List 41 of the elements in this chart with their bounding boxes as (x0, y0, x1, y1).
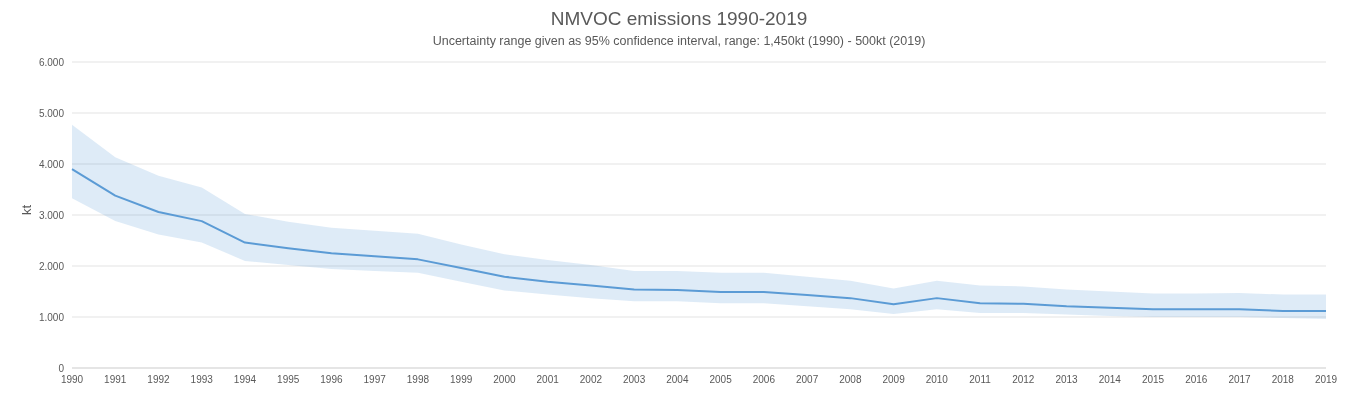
chart-title: NMVOC emissions 1990-2019 (549, 8, 809, 30)
x-tick-label: 1997 (363, 374, 387, 386)
x-tick-label: 1994 (233, 374, 257, 386)
x-tick-label: 2003 (623, 374, 646, 386)
x-tick-label: 2006 (752, 374, 776, 386)
x-tick-label: 2014 (1098, 374, 1122, 386)
x-tick-label: 1999 (450, 374, 473, 386)
x-tick-label: 2016 (1185, 374, 1208, 386)
x-tick-label: 1991 (104, 374, 127, 386)
x-tick-label: 2005 (709, 374, 733, 386)
x-tick-label: 2001 (536, 374, 560, 386)
x-tick-label: 1996 (320, 374, 344, 386)
y-tick-label: 6.000 (38, 56, 65, 68)
x-tick-label: 2015 (1141, 374, 1165, 386)
x-tick-label: 1992 (147, 374, 171, 386)
x-tick-label: 2007 (795, 374, 819, 386)
x-tick-label: 2004 (666, 374, 689, 386)
y-tick-label: 4.000 (38, 158, 65, 170)
x-tick-label: 2008 (839, 374, 862, 386)
x-tick-label: 1990 (60, 374, 84, 386)
y-tick-label: 5.000 (38, 107, 65, 119)
x-tick-label: 2010 (925, 374, 949, 386)
x-tick-label: 1998 (406, 374, 430, 386)
x-tick-label: 2000 (493, 374, 516, 386)
y-tick-label: 0 (58, 362, 65, 374)
x-tick-label: 2017 (1228, 374, 1252, 386)
x-tick-label: 2013 (1055, 374, 1079, 386)
x-tick-label: 2002 (579, 374, 603, 386)
x-tick-label: 2009 (882, 374, 906, 386)
x-tick-label: 2018 (1271, 374, 1295, 386)
y-tick-label: 1.000 (38, 311, 65, 323)
y-axis-title: kt (18, 204, 34, 215)
x-tick-label: 1993 (190, 374, 214, 386)
y-tick-label: 3.000 (38, 209, 65, 221)
line-series (71, 168, 1327, 312)
chart-subtitle: Uncertainty range given as 95% confidence interval, range: 1,450kt (1990) - 500kt (2019) (431, 34, 927, 48)
x-tick-label: 2019 (1314, 374, 1338, 386)
y-tick-label: 2.000 (38, 260, 65, 272)
x-tick-label: 1995 (277, 374, 300, 386)
x-tick-label: 2011 (969, 374, 992, 386)
x-tick-label: 2012 (1012, 374, 1035, 386)
